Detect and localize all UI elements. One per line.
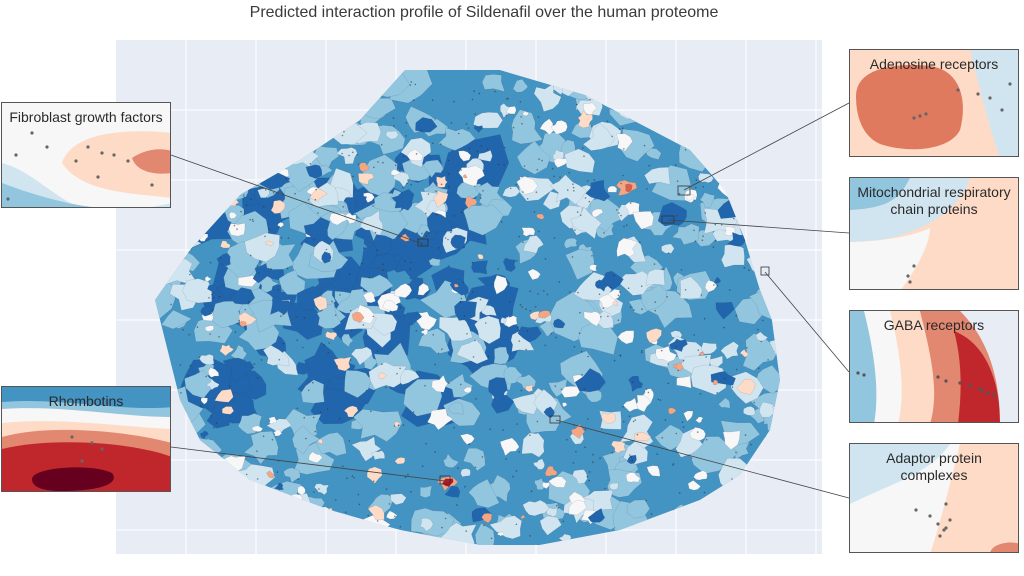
- inset-label: GABA receptors: [883, 317, 985, 333]
- inset-label: Adaptor protein complexes: [886, 450, 982, 483]
- inset-gaba-receptors: GABA receptors: [849, 310, 1019, 423]
- region-marker: [760, 266, 770, 276]
- inset-fibroblast-growth-factors: Fibroblast growth factors: [1, 102, 171, 208]
- inset-contour: [850, 444, 1018, 552]
- contour-plot: [116, 40, 822, 554]
- region-marker: [549, 415, 561, 424]
- inset-contour: [2, 103, 170, 207]
- inset-adenosine-receptors: Adenosine receptors: [849, 49, 1019, 157]
- inset-label: Rhombotins: [48, 393, 124, 409]
- inset-label: Mitochondrial respiratory chain proteins: [857, 184, 1011, 217]
- inset-rhombotins: Rhombotins: [1, 386, 171, 492]
- contour-map: [116, 40, 822, 554]
- inset-mitochondrial-respiratory-chain-proteins: Mitochondrial respiratory chain proteins: [849, 177, 1019, 290]
- inset-adaptor-protein-complexes: Adaptor protein complexes: [849, 443, 1019, 553]
- chart-title: Predicted interaction profile of Sildena…: [249, 4, 719, 21]
- inset-label: Fibroblast growth factors: [9, 109, 163, 125]
- contour-fill: [155, 70, 780, 545]
- inset-contour: [2, 387, 170, 491]
- inset-label: Adenosine receptors: [869, 56, 999, 72]
- inset-contour: [850, 50, 1018, 156]
- inset-contour: [850, 311, 1018, 422]
- inset-contour: [850, 178, 1018, 289]
